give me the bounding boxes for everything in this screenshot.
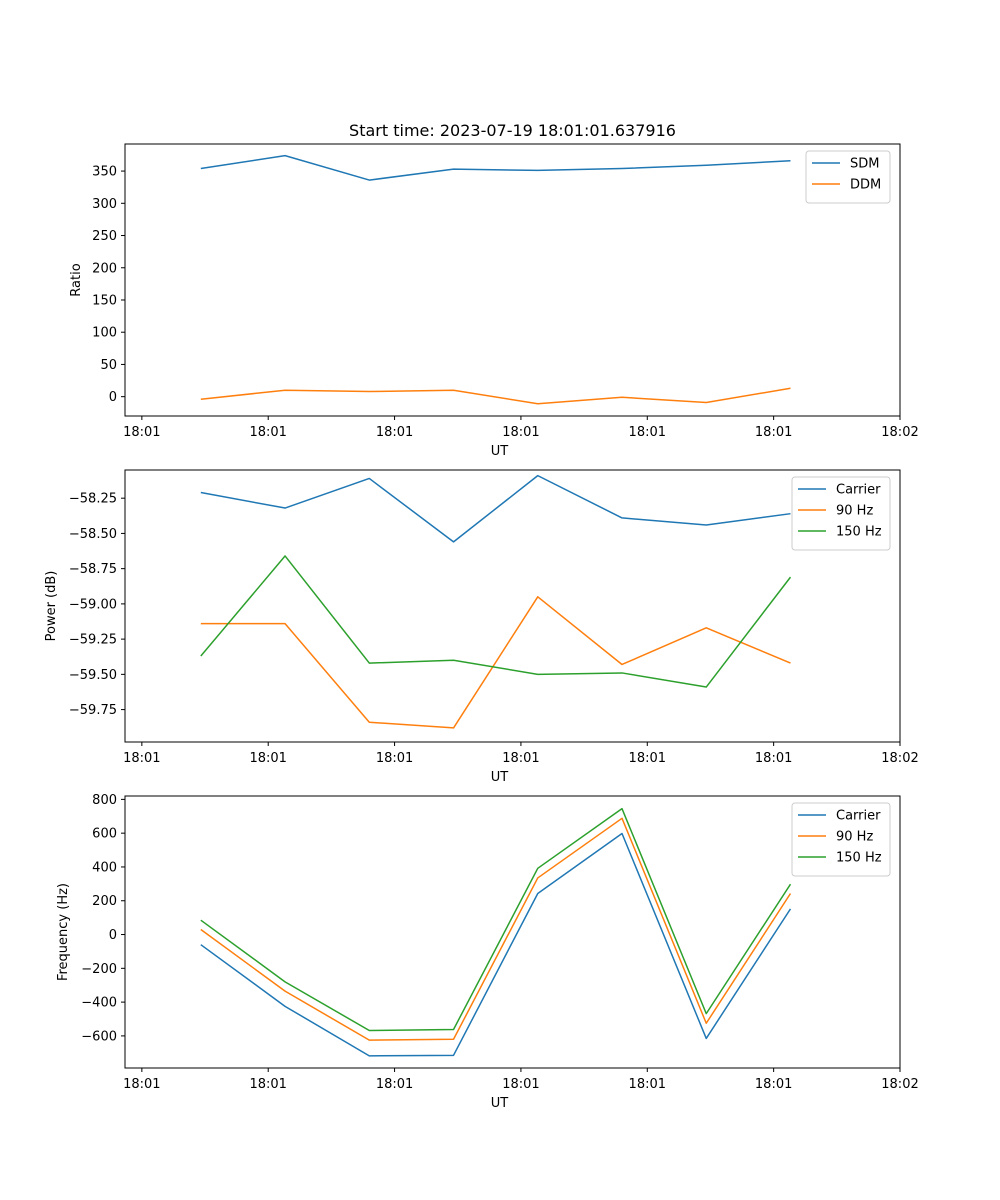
x-axis-label: UT [491, 444, 509, 459]
y-tick-label: 600 [92, 827, 117, 842]
x-tick-label: 18:01 [376, 751, 413, 766]
x-axis-label: UT [491, 770, 509, 785]
x-tick-label: 18:01 [249, 425, 286, 440]
y-tick-label: −400 [81, 996, 117, 1011]
y-tick-label: −58.75 [69, 562, 117, 577]
plot-frame [124, 469, 901, 743]
y-tick-label: 250 [92, 229, 117, 244]
legend-label: 150 Hz [836, 851, 882, 866]
y-tick-label: 0 [109, 390, 117, 405]
legend: Carrier 90 Hz 150 Hz [791, 476, 891, 551]
x-tick-label: 18:01 [123, 751, 160, 766]
legend-label: Carrier [836, 483, 881, 498]
legend: SDM DDM [805, 150, 891, 204]
x-tick-label: 18:01 [629, 751, 666, 766]
x-tick-label: 18:02 [881, 1077, 918, 1092]
plot-frame [124, 795, 901, 1069]
x-axis-label: UT [491, 1096, 509, 1111]
x-tick-label: 18:01 [502, 751, 539, 766]
chart-2: 18:01 18:01 18:01 18:01 18:01 18:01 18:02 −600 −… [56, 793, 919, 1111]
y-tick-label: 800 [92, 793, 117, 808]
x-tick-label: 18:01 [376, 1077, 413, 1092]
y-tick-label: 200 [92, 894, 117, 909]
y-tick-label: −200 [81, 962, 117, 977]
x-tick-label: 18:01 [249, 1077, 286, 1092]
y-axis-label: Ratio [69, 263, 84, 296]
y-tick-label: 300 [92, 197, 117, 212]
legend-label: 90 Hz [836, 830, 873, 845]
legend-box [805, 150, 891, 204]
chart-1: 18:01 18:01 18:01 18:01 18:01 18:01 18:02 −59.7… [44, 469, 919, 785]
series-line-150-hz [200, 807, 792, 1032]
chart-0: Start time: 2023-07-19 18:01:01.637916 18… [69, 121, 919, 459]
x-tick-label: 18:01 [376, 425, 413, 440]
series-line-90-hz [200, 596, 791, 729]
legend-label: SDM [850, 157, 879, 172]
y-tick-label: −58.25 [69, 492, 117, 507]
series-line-150-hz [200, 555, 792, 688]
y-tick-label: −59.75 [69, 703, 117, 718]
y-axis-label: Frequency (Hz) [56, 883, 71, 981]
x-tick-label: 18:01 [502, 1077, 539, 1092]
y-tick-label: −600 [81, 1029, 117, 1044]
y-tick-label: 150 [92, 293, 117, 308]
legend-label: DDM [850, 178, 881, 193]
y-tick-label: 350 [92, 165, 117, 180]
plot-frame [124, 143, 901, 417]
y-tick-label: 200 [92, 261, 117, 276]
x-tick-label: 18:01 [755, 1077, 792, 1092]
x-tick-label: 18:02 [881, 751, 918, 766]
y-tick-label: −59.25 [69, 633, 117, 648]
chart-title: Start time: 2023-07-19 18:01:01.637916 [349, 121, 676, 140]
x-tick-label: 18:01 [123, 425, 160, 440]
x-tick-label: 18:01 [123, 1077, 160, 1092]
y-tick-label: −59.00 [69, 597, 117, 612]
legend: Carrier 90 Hz 150 Hz [791, 802, 891, 877]
y-tick-label: 0 [109, 928, 117, 943]
y-axis-label: Power (dB) [44, 571, 59, 642]
series-line-90-hz [200, 817, 792, 1041]
x-tick-label: 18:01 [629, 1077, 666, 1092]
series-line-carrier [200, 832, 792, 1057]
series-line-carrier [200, 474, 791, 543]
legend-label: 90 Hz [836, 504, 873, 519]
x-tick-label: 18:02 [881, 425, 918, 440]
x-tick-label: 18:01 [249, 751, 286, 766]
y-tick-label: 50 [100, 358, 117, 373]
y-tick-label: 400 [92, 860, 117, 875]
x-tick-label: 18:01 [755, 751, 792, 766]
x-tick-label: 18:01 [502, 425, 539, 440]
y-tick-label: −59.50 [69, 668, 117, 683]
legend-label: Carrier [836, 809, 881, 824]
y-tick-label: −58.50 [69, 527, 117, 542]
x-tick-label: 18:01 [629, 425, 666, 440]
series-line-ddm [200, 387, 791, 405]
series-line-sdm [200, 154, 791, 181]
legend-label: 150 Hz [836, 525, 882, 540]
y-tick-label: 100 [92, 326, 117, 341]
x-tick-label: 18:01 [755, 425, 792, 440]
